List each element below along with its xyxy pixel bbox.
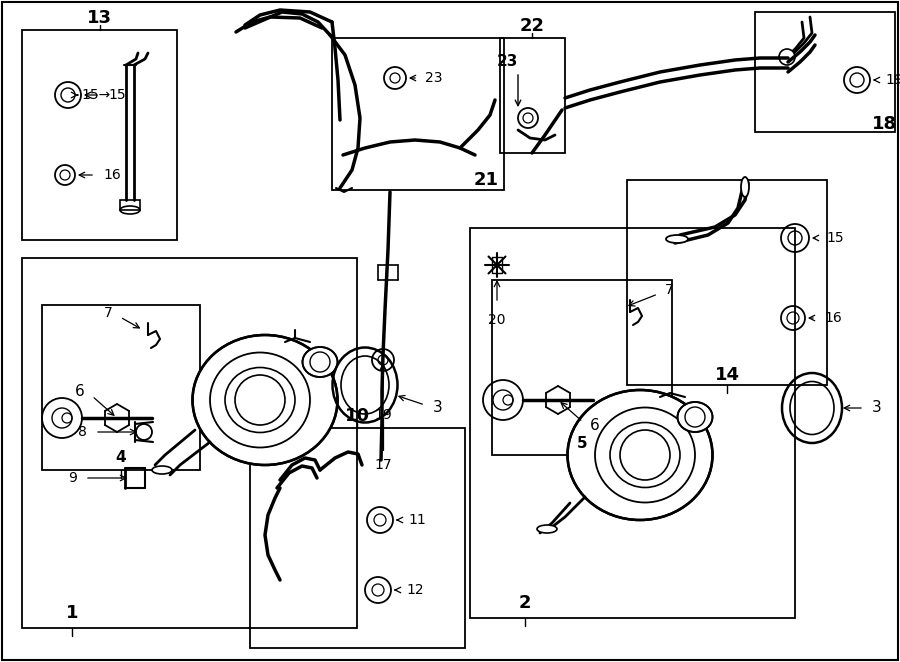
Text: 13: 13 xyxy=(87,9,112,27)
Text: 16: 16 xyxy=(824,311,842,325)
Text: 5: 5 xyxy=(577,436,588,451)
Bar xyxy=(492,280,672,455)
Ellipse shape xyxy=(741,177,749,197)
Bar xyxy=(332,38,504,190)
Bar xyxy=(120,200,140,210)
Bar xyxy=(500,38,565,153)
Text: 19: 19 xyxy=(374,408,392,422)
Bar xyxy=(470,228,795,618)
Text: 12: 12 xyxy=(406,583,424,597)
Ellipse shape xyxy=(537,525,557,533)
Text: 19: 19 xyxy=(885,73,900,87)
Ellipse shape xyxy=(666,235,688,243)
Bar xyxy=(250,428,465,648)
Ellipse shape xyxy=(193,335,338,465)
Text: 10: 10 xyxy=(345,407,370,425)
Text: 11: 11 xyxy=(408,513,426,527)
Bar xyxy=(22,258,357,628)
Text: 6: 6 xyxy=(590,418,599,434)
Text: 15: 15 xyxy=(108,88,126,102)
Text: 2: 2 xyxy=(518,594,531,612)
Bar xyxy=(22,30,177,240)
Text: 20: 20 xyxy=(488,313,506,327)
Text: 8: 8 xyxy=(78,425,87,439)
Bar xyxy=(42,305,200,470)
Circle shape xyxy=(685,407,705,427)
Circle shape xyxy=(310,352,330,372)
Ellipse shape xyxy=(568,390,713,520)
Text: 7: 7 xyxy=(104,306,113,320)
Text: 23: 23 xyxy=(425,71,443,85)
Text: 18: 18 xyxy=(872,115,897,133)
Text: 21: 21 xyxy=(473,171,499,189)
Text: 15→: 15→ xyxy=(81,88,110,102)
Text: 14: 14 xyxy=(715,366,740,384)
Ellipse shape xyxy=(302,347,338,377)
Text: 7: 7 xyxy=(665,283,674,297)
Text: 4: 4 xyxy=(116,451,126,465)
Text: 9: 9 xyxy=(68,471,77,485)
Text: 22: 22 xyxy=(519,17,544,35)
Bar xyxy=(755,12,895,132)
Text: 3: 3 xyxy=(872,401,882,416)
Text: 23: 23 xyxy=(496,54,518,70)
Ellipse shape xyxy=(152,466,172,474)
Text: 1: 1 xyxy=(66,604,78,622)
Text: 16: 16 xyxy=(103,168,121,182)
Bar xyxy=(627,180,827,385)
Text: 17: 17 xyxy=(374,458,392,472)
Text: 15: 15 xyxy=(826,231,843,245)
Circle shape xyxy=(779,49,795,65)
Text: 6: 6 xyxy=(76,385,85,399)
Ellipse shape xyxy=(678,402,713,432)
Text: 3: 3 xyxy=(433,401,443,416)
